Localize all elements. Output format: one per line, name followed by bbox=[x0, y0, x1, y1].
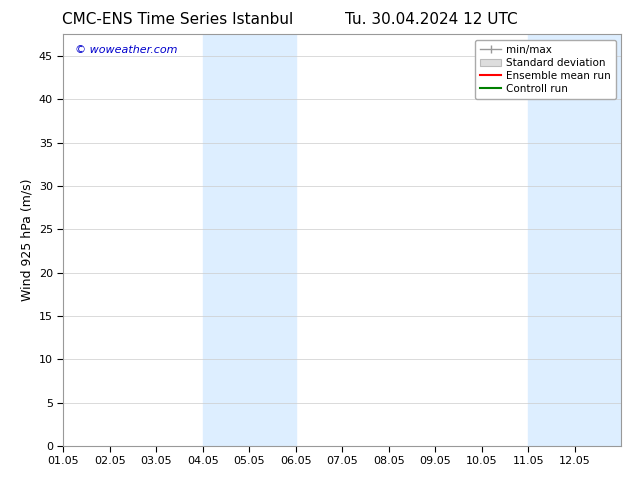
Text: Tu. 30.04.2024 12 UTC: Tu. 30.04.2024 12 UTC bbox=[345, 12, 517, 27]
Text: © woweather.com: © woweather.com bbox=[75, 45, 177, 54]
Bar bbox=[528, 34, 621, 446]
Bar bbox=[203, 34, 296, 446]
Y-axis label: Wind 925 hPa (m/s): Wind 925 hPa (m/s) bbox=[20, 179, 34, 301]
Text: CMC-ENS Time Series Istanbul: CMC-ENS Time Series Istanbul bbox=[62, 12, 293, 27]
Legend: min/max, Standard deviation, Ensemble mean run, Controll run: min/max, Standard deviation, Ensemble me… bbox=[475, 40, 616, 99]
